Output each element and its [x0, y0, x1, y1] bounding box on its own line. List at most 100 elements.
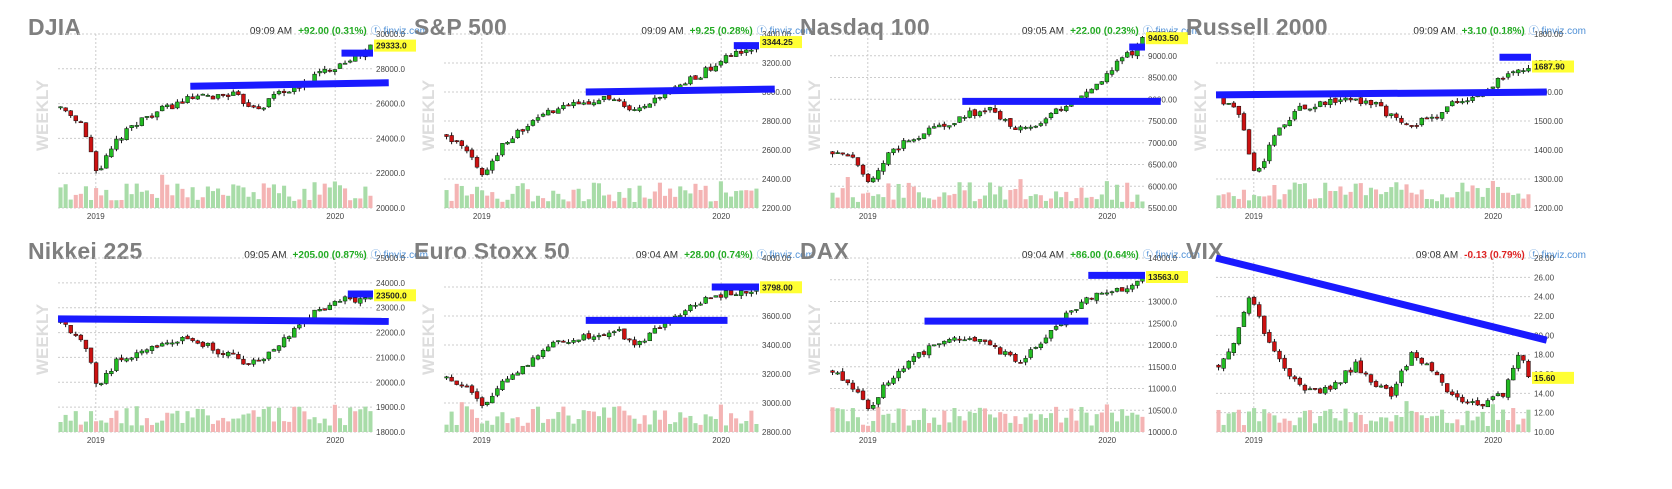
volume-bar — [546, 201, 551, 208]
y-tick-label: 23000.0 — [376, 304, 405, 313]
volume-bar — [835, 197, 840, 208]
candle-body — [1297, 105, 1303, 111]
volume-bar — [657, 182, 662, 208]
candle-body — [906, 140, 911, 143]
candle-body — [957, 116, 962, 123]
volume-bar — [256, 416, 261, 432]
candle-body — [733, 50, 739, 57]
volume-bar — [1475, 416, 1480, 432]
candle-body — [835, 152, 840, 154]
candle-body — [952, 337, 957, 341]
y-tick-label: 25000.0 — [376, 254, 405, 263]
x-tick-label: 2019 — [1245, 212, 1263, 221]
finviz-link[interactable]: ⓕ finviz.com — [371, 26, 428, 37]
volume-bar — [505, 199, 510, 208]
candle-body — [617, 329, 622, 332]
finviz-link[interactable]: ⓕ finviz.com — [371, 250, 428, 261]
candle-body — [1109, 291, 1115, 294]
chart-title: Nasdaq 100 — [800, 14, 930, 40]
y-tick-label: 12.00 — [1534, 409, 1555, 418]
finviz-link[interactable]: ⓕ finviz.com — [1143, 250, 1200, 261]
candle-body — [469, 385, 475, 393]
candle-body — [1038, 123, 1044, 126]
volume-bar — [119, 423, 124, 432]
volume-bar — [449, 200, 454, 208]
volume-bar — [1348, 191, 1353, 208]
candle-body — [119, 138, 124, 141]
chart-panel-7[interactable]: VIX 09:08 AM -0.13 (0.79%) ⓕ finviz.com 28.0… — [1186, 238, 1586, 460]
candle-body — [723, 55, 729, 63]
volume-bar — [520, 183, 525, 208]
chart-panel-2[interactable]: Nasdaq 100 09:05 AM +22.00 (0.23%) ⓕ finviz… — [800, 14, 1200, 236]
volume-bar — [510, 193, 515, 208]
candle-body — [271, 93, 277, 99]
chart-panel-5[interactable]: Euro Stoxx 50 09:04 AM +28.00 (0.74%) ⓕ fin… — [414, 238, 814, 460]
candle-body — [937, 343, 942, 346]
volume-bar — [515, 185, 520, 208]
volume-bar — [1450, 423, 1455, 432]
candle-body — [1216, 364, 1221, 368]
candle-body — [1384, 105, 1389, 117]
quote-time: 09:08 AM — [1415, 250, 1459, 261]
finviz-link[interactable]: ⓕ finviz.com — [1529, 250, 1586, 261]
candle-body — [1460, 396, 1465, 403]
finviz-label: finviz.com — [769, 26, 814, 37]
finviz-link[interactable]: ⓕ finviz.com — [757, 26, 814, 37]
quote-time: 09:04 AM — [635, 250, 679, 261]
last-price-highlight — [374, 39, 416, 52]
y-tick-label: 10.00 — [1534, 428, 1555, 437]
chart-panel-6[interactable]: DAX 09:04 AM +86.00 (0.64%) ⓕ finviz.com 140… — [800, 238, 1200, 460]
chart-panel-3[interactable]: Russell 2000 09:09 AM +3.10 (0.18%) ⓕ finvi… — [1186, 14, 1586, 236]
y-tick-label: 3000.00 — [762, 399, 791, 408]
volume-bar — [1348, 422, 1353, 432]
candle-body — [485, 401, 490, 405]
candle-body — [479, 168, 485, 176]
volume-bar — [271, 184, 276, 208]
candle-body — [200, 341, 205, 347]
candle-body — [1003, 351, 1008, 355]
chart-panel-4[interactable]: Nikkei 225 09:05 AM +205.00 (0.87%) ⓕ finvi… — [28, 238, 428, 460]
candle-body — [444, 134, 449, 137]
candle-body — [871, 177, 876, 183]
volume-bar — [921, 408, 927, 432]
volume-bar — [617, 191, 622, 208]
volume-bar — [617, 406, 622, 432]
candle-body — [215, 94, 221, 99]
volume-bar — [474, 186, 480, 208]
candle-body — [1368, 374, 1374, 383]
volume-bar — [1511, 408, 1516, 432]
finviz-link[interactable]: ⓕ finviz.com — [1529, 26, 1586, 37]
candle-body — [520, 365, 525, 375]
volume-bar — [1297, 183, 1302, 208]
y-tick-label: 1600.00 — [1534, 88, 1563, 97]
volume-bar — [1094, 414, 1099, 432]
chart-panel-1[interactable]: S&P 500 09:09 AM +9.25 (0.28%) ⓕ finviz.com… — [414, 14, 814, 236]
y-tick-label: 6000.00 — [1148, 182, 1177, 191]
last-price-label: 3344.25 — [762, 37, 793, 47]
finviz-link[interactable]: ⓕ finviz.com — [1143, 26, 1200, 37]
finviz-link[interactable]: ⓕ finviz.com — [757, 250, 814, 261]
candle-body — [449, 135, 454, 143]
volume-bar — [998, 186, 1003, 208]
quote-change: +92.00 (0.31%) — [298, 26, 367, 37]
candle-body — [109, 371, 114, 375]
volume-bar — [1292, 425, 1297, 432]
volume-bar — [642, 197, 647, 208]
candle-body — [1287, 120, 1292, 127]
volume-bar — [845, 177, 850, 208]
candle-body — [1338, 382, 1343, 385]
candle-body — [149, 346, 155, 351]
volume-bar — [896, 183, 901, 208]
volume-bar — [850, 408, 855, 432]
candle-body — [683, 83, 688, 86]
candle-body — [1094, 83, 1099, 90]
volume-bar — [149, 424, 155, 432]
candle-body — [1465, 401, 1470, 404]
volume-bar — [901, 408, 906, 432]
candle-body — [1439, 112, 1445, 119]
candle-body — [1323, 101, 1328, 105]
volume-bar — [1440, 409, 1445, 432]
volume-bar — [129, 194, 134, 208]
volume-bar — [99, 195, 104, 208]
chart-panel-0[interactable]: DJIA 09:09 AM +92.00 (0.31%) ⓕ finviz.com 30… — [28, 14, 428, 236]
